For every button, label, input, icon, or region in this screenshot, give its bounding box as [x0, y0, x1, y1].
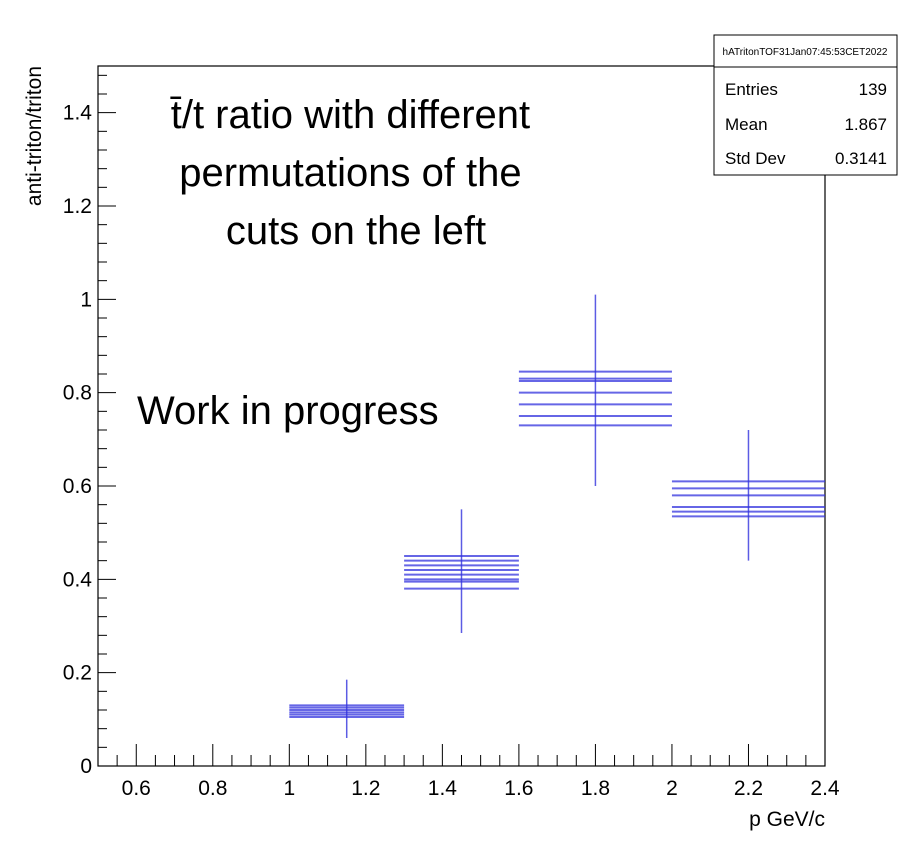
y-tick-label: 0.8 — [63, 382, 92, 405]
stats-entries-label: Entries — [725, 80, 778, 99]
x-tick-label: 1.4 — [428, 777, 458, 800]
y-tick-label: 0.4 — [63, 568, 93, 591]
y-tick-label: 1.2 — [63, 195, 92, 218]
x-tick-label: 1.2 — [351, 777, 380, 800]
stats-box-frame — [713, 34, 898, 176]
data-series — [289, 294, 825, 738]
stats-entries-value: 139 — [859, 80, 887, 99]
y-tick-label: 0.6 — [63, 475, 92, 498]
y-axis-ticks: 0 0.2 0.4 0.6 0.8 1 1.2 1.4 — [63, 74, 116, 778]
y-tick-label: 0 — [80, 755, 92, 778]
x-tick-label: 1 — [283, 777, 295, 800]
data-bin — [289, 679, 405, 738]
stats-mean-label: Mean — [725, 115, 768, 134]
x-tick-label: 0.6 — [122, 777, 151, 800]
data-bin — [518, 294, 672, 486]
x-tick-label: 2 — [666, 777, 678, 800]
y-tick-label: 1.4 — [63, 102, 93, 125]
data-bin — [404, 509, 519, 633]
y-tick-label: 0.2 — [63, 662, 92, 685]
y-axis-title: anti-triton/triton — [23, 66, 46, 206]
x-tick-label: 2.2 — [734, 777, 763, 800]
x-tick-label: 2.4 — [810, 777, 840, 800]
x-tick-label: 1.8 — [581, 777, 610, 800]
y-tick-label: 1 — [80, 288, 92, 311]
x-axis-ticks: 0.6 0.8 1 1.2 1.4 1.6 1.8 2 2.2 2.4 — [97, 744, 840, 800]
stats-stddev-value: 0.3141 — [835, 149, 887, 168]
annotation-line-2: permutations of the — [179, 151, 521, 195]
stats-box: hATritonTOF31Jan07:45:53CET2022 Entries … — [713, 34, 898, 176]
stats-stddev-label: Std Dev — [725, 149, 786, 168]
x-tick-label: 0.8 — [198, 777, 227, 800]
annotation-work-in-progress: Work in progress — [137, 389, 439, 433]
annotation-line-1: t̄/t ratio with different — [170, 93, 530, 137]
annotation-line-3: cuts on the left — [226, 209, 486, 253]
data-bin — [671, 430, 825, 561]
annotation-ratio-title: t̄/t ratio with different permutations o… — [170, 93, 541, 253]
stats-box-name: hATritonTOF31Jan07:45:53CET2022 — [723, 47, 888, 58]
x-tick-label: 1.6 — [504, 777, 533, 800]
stats-mean-value: 1.867 — [844, 115, 887, 134]
x-axis-title: p GeV/c — [749, 808, 825, 831]
